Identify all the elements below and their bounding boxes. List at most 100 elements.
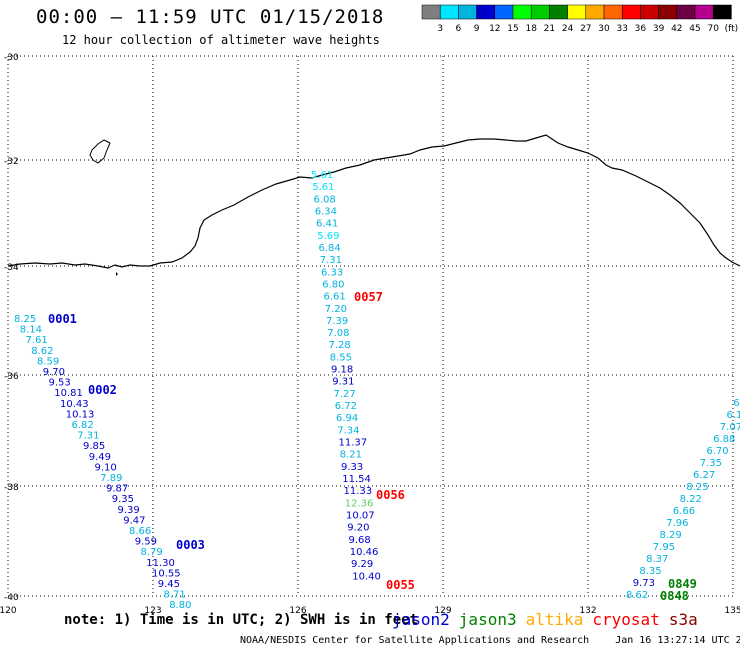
track-2-value: 6.33 xyxy=(321,267,343,278)
track-1-value: 9.53 xyxy=(49,378,71,389)
legend-swatch xyxy=(712,4,732,20)
pass-time-label: 0057 xyxy=(354,290,383,304)
track-2-value: 9.20 xyxy=(347,523,369,534)
track-1-value: 9.45 xyxy=(158,579,180,590)
legend-label: 36 xyxy=(635,24,647,34)
track-3-value: 8.62 xyxy=(626,590,648,601)
legend-swatch xyxy=(640,4,659,20)
satellite-legend: jason2 jason3 altika cryosat s3a xyxy=(392,610,707,629)
longitude-label: 123 xyxy=(144,606,161,616)
track-3-value: 7.07 xyxy=(720,422,740,433)
legend-label: 70 xyxy=(707,24,719,34)
page-title: 00:00 – 11:59 UTC 01/15/2018 xyxy=(36,6,385,28)
legend-label: 15 xyxy=(507,24,518,34)
track-1-value: 8.66 xyxy=(129,526,151,537)
track-2-value: 10.46 xyxy=(350,547,379,558)
track-1-value: 9.10 xyxy=(95,462,117,473)
legend-swatch xyxy=(603,4,623,20)
track-2-value: 6.61 xyxy=(324,292,346,303)
longitude-label: 132 xyxy=(579,606,596,616)
track-2-value: 10.07 xyxy=(346,510,375,521)
track-2-value: 7.08 xyxy=(327,328,349,339)
track-2-value: 9.18 xyxy=(331,365,353,376)
legend-label: 45 xyxy=(689,24,700,34)
legend-swatch xyxy=(658,4,678,20)
legend-label: 33 xyxy=(616,24,627,34)
longitude-labels: 120 123 126 129 132 135 xyxy=(0,606,740,616)
pass-time-label: 0003 xyxy=(176,538,205,552)
track-2-value: 7.28 xyxy=(329,340,351,351)
longitude-label: 126 xyxy=(289,606,306,616)
pass-time-label: 0056 xyxy=(376,488,405,502)
legend-label: 27 xyxy=(580,24,591,34)
track-1-value: 8.62 xyxy=(31,346,53,357)
track-3-value: 6 xyxy=(733,398,739,409)
track-2-value: 7.39 xyxy=(326,316,348,327)
track-1-value: 10.43 xyxy=(60,399,89,410)
track-1-value: 9.59 xyxy=(135,537,157,548)
legend-label: 6 xyxy=(456,24,462,34)
track-1-value: 9.39 xyxy=(118,505,140,516)
latitude-label: -32 xyxy=(4,157,19,167)
latitude-label: -30 xyxy=(4,53,19,63)
coastline xyxy=(7,134,740,269)
track-1-value: 9.85 xyxy=(83,441,105,452)
legend-label: 24 xyxy=(562,24,574,34)
track-2-value: 8.55 xyxy=(330,352,352,363)
legend-label: 12 xyxy=(489,24,500,34)
track-2-value: 5.61 xyxy=(311,170,333,181)
longitude-label: 129 xyxy=(434,606,451,616)
satellite-cryosat: cryosat xyxy=(592,610,660,629)
altimeter-tracks: 8.258.147.618.628.599.709.5310.8110.4310… xyxy=(14,170,740,611)
legend-swatch xyxy=(676,4,696,20)
track-2-value: 5.69 xyxy=(317,231,339,242)
track-1-value: 10.81 xyxy=(54,388,83,399)
legend-label: 39 xyxy=(653,24,665,34)
track-3-value: 8.35 xyxy=(639,566,661,577)
track-2-value: 5.61 xyxy=(312,182,334,193)
track-3-value: 6.88 xyxy=(713,434,735,445)
track-3-value: 7.96 xyxy=(666,518,688,529)
latitude-labels: -30 -32 -34 -36 -38 -40 xyxy=(4,53,19,603)
legend-swatch xyxy=(421,4,441,20)
track-2-value: 6.80 xyxy=(322,279,344,290)
track-1-value: 9.35 xyxy=(112,494,134,505)
track-1-value: 7.89 xyxy=(100,473,122,484)
track-3-value: 8.37 xyxy=(646,554,668,565)
track-3-value: 8.25 xyxy=(686,482,708,493)
track-2-value: 6.41 xyxy=(316,219,338,230)
legend-swatch xyxy=(585,4,605,20)
legend-swatch xyxy=(476,4,496,20)
latitude-label: -40 xyxy=(4,593,19,603)
track-1-value: 11.30 xyxy=(146,558,175,569)
track-1-value: 8.14 xyxy=(20,325,42,336)
track-3-value: 6.70 xyxy=(706,446,728,457)
islet xyxy=(116,272,118,276)
legend-swatch xyxy=(458,4,477,20)
pass-time-label: 0055 xyxy=(386,578,415,592)
track-1-value: 9.47 xyxy=(123,515,145,526)
track-1-value: 7.31 xyxy=(77,431,99,442)
satellite-jason2: jason2 xyxy=(392,610,450,629)
track-1-value: 9.87 xyxy=(106,484,128,495)
color-legend: 3 6 9 12 15 18 21 24 27 30 33 36 39 42 45 70 (ft) xyxy=(421,4,738,34)
legend-label: 3 xyxy=(437,24,443,34)
track-2-value: 9.33 xyxy=(341,462,363,473)
pass-time-label: 0002 xyxy=(88,383,117,397)
track-2-value: 6.94 xyxy=(336,413,358,424)
legend-swatch xyxy=(694,4,714,20)
track-1-value: 8.79 xyxy=(141,547,163,558)
track-2-value: 6.08 xyxy=(314,194,336,205)
track-1-value: 7.61 xyxy=(26,335,48,346)
pass-time-label: 0849 xyxy=(668,577,697,591)
track-2-value: 10.40 xyxy=(352,571,381,582)
pass-time-label: 0848 xyxy=(660,589,689,603)
track-1-value: 8.59 xyxy=(37,356,59,367)
track-2-value: 7.31 xyxy=(320,255,342,266)
track-1-value: 8.80 xyxy=(169,600,191,611)
track-3-value: 6.1 xyxy=(727,410,740,421)
legend-label: 18 xyxy=(525,24,537,34)
track-2-value: 8.21 xyxy=(340,450,362,461)
track-3-value: 8.29 xyxy=(660,530,682,541)
